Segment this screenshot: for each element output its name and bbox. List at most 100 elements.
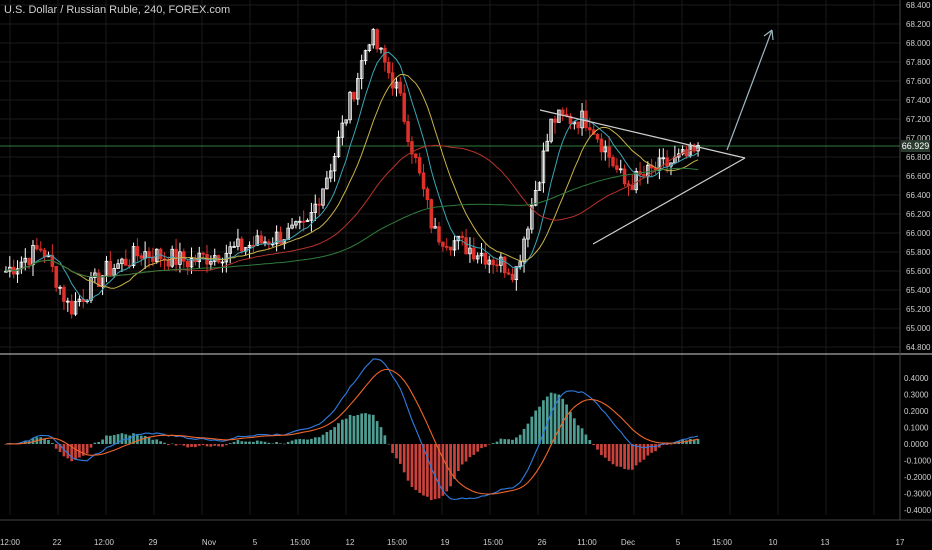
macd-hist-bar: [557, 394, 561, 444]
macd-hist-bar: [101, 439, 104, 444]
macd-hist-bar: [205, 444, 209, 447]
candle-body: [305, 219, 310, 222]
time-tick-label: 12:00: [0, 538, 21, 547]
macd-hist-bar: [78, 444, 81, 458]
macd-hist-bar: [669, 444, 673, 445]
candle-body: [680, 149, 685, 155]
macd-hist-bar: [97, 441, 101, 444]
macd-hist-bar: [580, 428, 584, 444]
macd-hist-bar: [112, 435, 116, 444]
macd-hist-bar: [298, 439, 302, 444]
macd-hist-bar: [344, 418, 348, 444]
macd-hist-bar: [325, 432, 329, 444]
macd-hist-bar: [255, 440, 259, 444]
candle-body: [444, 245, 449, 248]
candle-body: [684, 149, 689, 157]
candle-body: [526, 228, 530, 240]
macd-hist-bar: [553, 393, 557, 444]
macd-hist-bar: [429, 444, 433, 501]
price-tick-label: 66.800: [906, 153, 931, 162]
candle-body: [406, 121, 410, 143]
macd-hist-bar: [379, 427, 383, 444]
candle-body: [93, 272, 97, 278]
candle-body: [383, 47, 387, 63]
macd-tick-label: 0.2000: [904, 407, 929, 416]
candle-body: [66, 300, 70, 303]
candle-body: [607, 146, 611, 158]
macd-hist-bar: [375, 421, 379, 444]
macd-hist-bar: [615, 444, 619, 467]
candle-body: [386, 61, 391, 74]
candle-body: [549, 118, 553, 142]
candle-body: [356, 78, 360, 100]
candle-body: [437, 226, 441, 243]
candle-body: [576, 121, 580, 129]
candle-body: [533, 190, 538, 206]
price-tick-label: 65.600: [906, 267, 931, 276]
time-tick-label: 5: [253, 538, 258, 547]
macd-hist-bar: [364, 413, 367, 444]
candle-body: [274, 231, 279, 245]
macd-hist-bar: [252, 441, 255, 444]
macd-hist-bar: [402, 444, 406, 473]
candle-body: [363, 50, 368, 62]
candle-body: [622, 168, 627, 185]
macd-hist-bar: [491, 443, 495, 444]
candle-body: [630, 185, 635, 191]
candle-body: [247, 244, 252, 249]
macd-hist-bar: [499, 438, 503, 444]
macd-hist-bar: [54, 444, 58, 449]
macd-hist-bar: [190, 444, 193, 447]
price-tick-label: 67.600: [906, 77, 931, 86]
macd-hist-bar: [50, 442, 54, 444]
macd-hist-bar: [147, 437, 151, 444]
macd-hist-bar: [638, 444, 642, 463]
signal-line: [5, 368, 699, 495]
candle-body: [553, 118, 557, 123]
price-tick-label: 68.200: [906, 20, 931, 29]
price-tick-label: 65.800: [906, 248, 931, 257]
macd-hist-bar: [248, 441, 251, 444]
candle-body: [120, 258, 124, 265]
candle-body: [495, 264, 499, 267]
moving-average-line: [5, 144, 699, 278]
time-tick-label: 11:00: [577, 538, 597, 547]
macd-tick-label: 0.4000: [904, 374, 929, 383]
macd-hist-bar: [66, 444, 70, 459]
macd-hist-bar: [259, 441, 263, 444]
macd-hist-bar: [453, 444, 456, 479]
macd-hist-bar: [630, 444, 634, 470]
candle-body: [255, 235, 260, 246]
macd-hist-bar: [534, 410, 538, 444]
candle-body: [502, 256, 507, 274]
macd-tick-label: -0.1000: [904, 457, 932, 466]
macd-tick-label: -0.4000: [904, 506, 932, 515]
candle-body: [421, 172, 426, 190]
macd-hist-bar: [688, 438, 692, 444]
price-tick-label: 68.400: [906, 1, 931, 10]
macd-hist-bar: [275, 442, 278, 444]
candle-body: [108, 260, 113, 276]
macd-hist-bar: [522, 428, 526, 444]
candle-body: [479, 252, 484, 257]
candle-body: [220, 261, 225, 264]
macd-hist-bar: [441, 444, 445, 496]
time-tick-label: 13: [821, 538, 830, 547]
price-tick-label: 67.400: [906, 96, 931, 105]
macd-hist-bar: [186, 444, 190, 448]
macd-hist-bar: [108, 435, 112, 444]
price-tick-label: 67.200: [906, 115, 931, 124]
candle-body: [124, 258, 128, 266]
candle-body: [259, 235, 263, 244]
macd-hist-bar: [321, 434, 325, 444]
macd-hist-bar: [128, 435, 132, 444]
macd-hist-bar: [194, 444, 197, 448]
candle-body: [263, 241, 267, 244]
macd-hist-bar: [414, 444, 418, 491]
macd-tick-label: -0.3000: [904, 490, 932, 499]
macd-hist-bar: [545, 396, 549, 444]
macd-hist-bar: [634, 444, 638, 466]
candle-body: [410, 141, 414, 155]
macd-hist-bar: [456, 444, 460, 472]
